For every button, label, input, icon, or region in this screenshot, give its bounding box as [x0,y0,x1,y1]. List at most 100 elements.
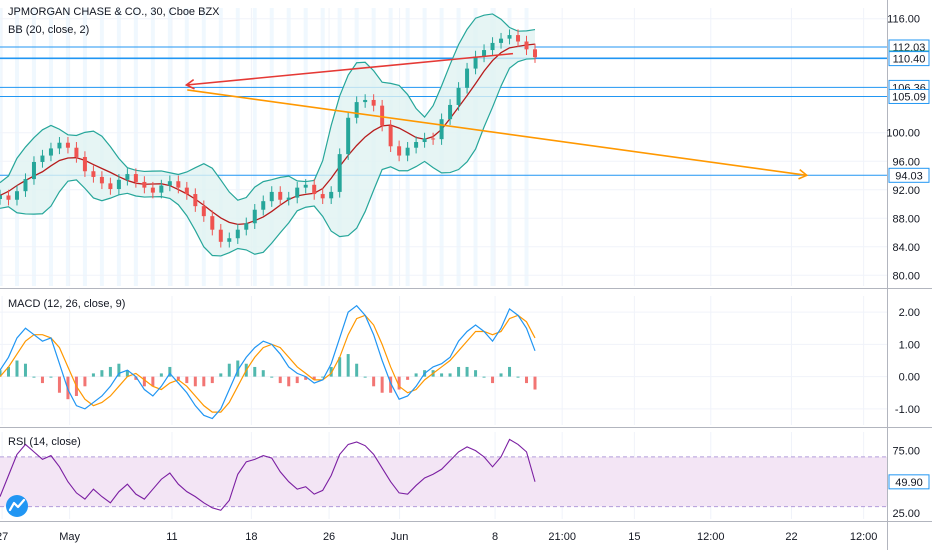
bb-legend[interactable]: BB (20, close, 2) [8,24,89,36]
candle-body [261,201,266,210]
candle-body [414,142,419,148]
price-label-badge-text: 94.03 [895,170,923,182]
macd-series [0,304,537,420]
macd-histogram-bar [482,376,486,378]
candle-body [201,206,206,217]
candle-body [465,68,470,88]
candle-body [371,99,376,106]
candle-body [65,142,70,148]
price-tick-label: 100.00 [886,128,920,140]
macd-histogram-bar [465,366,469,377]
time-tick-label: 21:00 [548,531,576,543]
macd-histogram-bar [474,370,478,377]
macd-histogram-bar [261,370,265,377]
bb-band-fill [0,13,536,256]
macd-histogram-bar [355,363,359,377]
candle-body [40,155,45,162]
candle-body [210,216,215,230]
candle-body [473,56,478,69]
rsi-legend[interactable]: RSI (14, close) [8,436,81,448]
macd-histogram-bar [448,373,452,377]
session-column [184,8,189,286]
rsi-value-badge-box [888,474,930,490]
macd-line [0,304,536,420]
macd-histogram-bar [440,373,444,377]
candle-body [142,181,147,188]
macd-tick-label: 0.00 [899,372,920,384]
candle-body [516,35,521,42]
candle-body [405,147,410,156]
candle-body [456,87,461,105]
macd-histogram-bar [168,366,172,377]
candle-body [116,179,121,190]
time-tick-label: May [59,531,80,543]
time-tick-label: 12:00 [697,531,725,543]
macd-tick-label: 2.00 [899,307,920,319]
session-column [507,8,512,286]
macd-histogram-bar [516,376,520,378]
time-tick-label: 12:00 [850,531,878,543]
candle-body [31,161,36,180]
macd-histogram-bar [236,360,240,377]
symbol-title: JPMORGAN CHASE & CO., 30, Cboe BZX [8,6,220,18]
macd-histogram-bar [23,363,27,377]
candle-body [524,41,529,50]
bb-upper-line [0,13,536,201]
candle-body [57,142,62,149]
price-axis[interactable]: 116.00 100.00 96.00 92.00 88.00 84.00 80.00 2.0… [886,14,930,520]
candle-body [14,191,19,200]
candle-body [235,229,240,239]
session-column [286,8,291,286]
grid-lines [0,8,887,519]
session-column [252,8,257,286]
macd-histogram-bar [15,360,19,377]
session-column [201,8,206,286]
candle-body [252,209,257,224]
time-axis[interactable]: 27 May 11 18 26 Jun 8 21:00 15 12:00 22 12:00 [0,531,877,543]
price-tick-label: 116.00 [887,14,920,26]
rsi-band-fill [0,456,887,507]
macd-histogram-bar [525,376,529,384]
candle-body [482,50,487,57]
candle-body [244,223,249,230]
rsi-tick-label: 75.00 [892,446,920,458]
macd-histogram-bar [287,376,291,387]
time-tick-label: 27 [0,531,8,543]
candle-body [159,185,164,193]
candle-body [74,147,79,157]
price-tick-label: 88.00 [892,213,920,225]
macd-histogram-bar [176,376,180,380]
session-column [167,8,172,286]
macd-histogram-bar [329,366,333,377]
candle-body [184,187,189,195]
session-column [116,8,121,286]
trend-arrows[interactable] [184,52,809,180]
macd-histogram-bar [278,376,282,384]
session-column [218,8,223,286]
macd-legend[interactable]: MACD (12, 26, close, 9) [8,298,125,310]
macd-histogram-bar [210,376,214,384]
session-column [0,8,2,286]
candle-body [397,146,402,156]
price-label-badge-box [888,88,930,104]
candle-body [533,49,538,58]
macd-histogram-bar [6,366,10,377]
candle-body [278,191,283,200]
red-arrow-line [186,52,514,86]
macd-histogram-bar [134,376,138,380]
macd-histogram-bar [100,370,104,377]
macd-histogram-bar [508,366,512,377]
bollinger-bands [0,13,536,257]
rsi-tick-label: 25.00 [892,508,920,520]
candle-body [150,187,155,193]
macd-histogram-bar [108,366,112,377]
macd-histogram-bar [346,354,350,377]
time-tick-label: Jun [391,531,409,543]
macd-histogram-bar [227,363,231,377]
macd-histogram-bar [151,376,155,387]
tradingview-logo-icon[interactable] [6,495,28,517]
rsi-series [0,438,887,511]
candle-body [176,181,181,188]
